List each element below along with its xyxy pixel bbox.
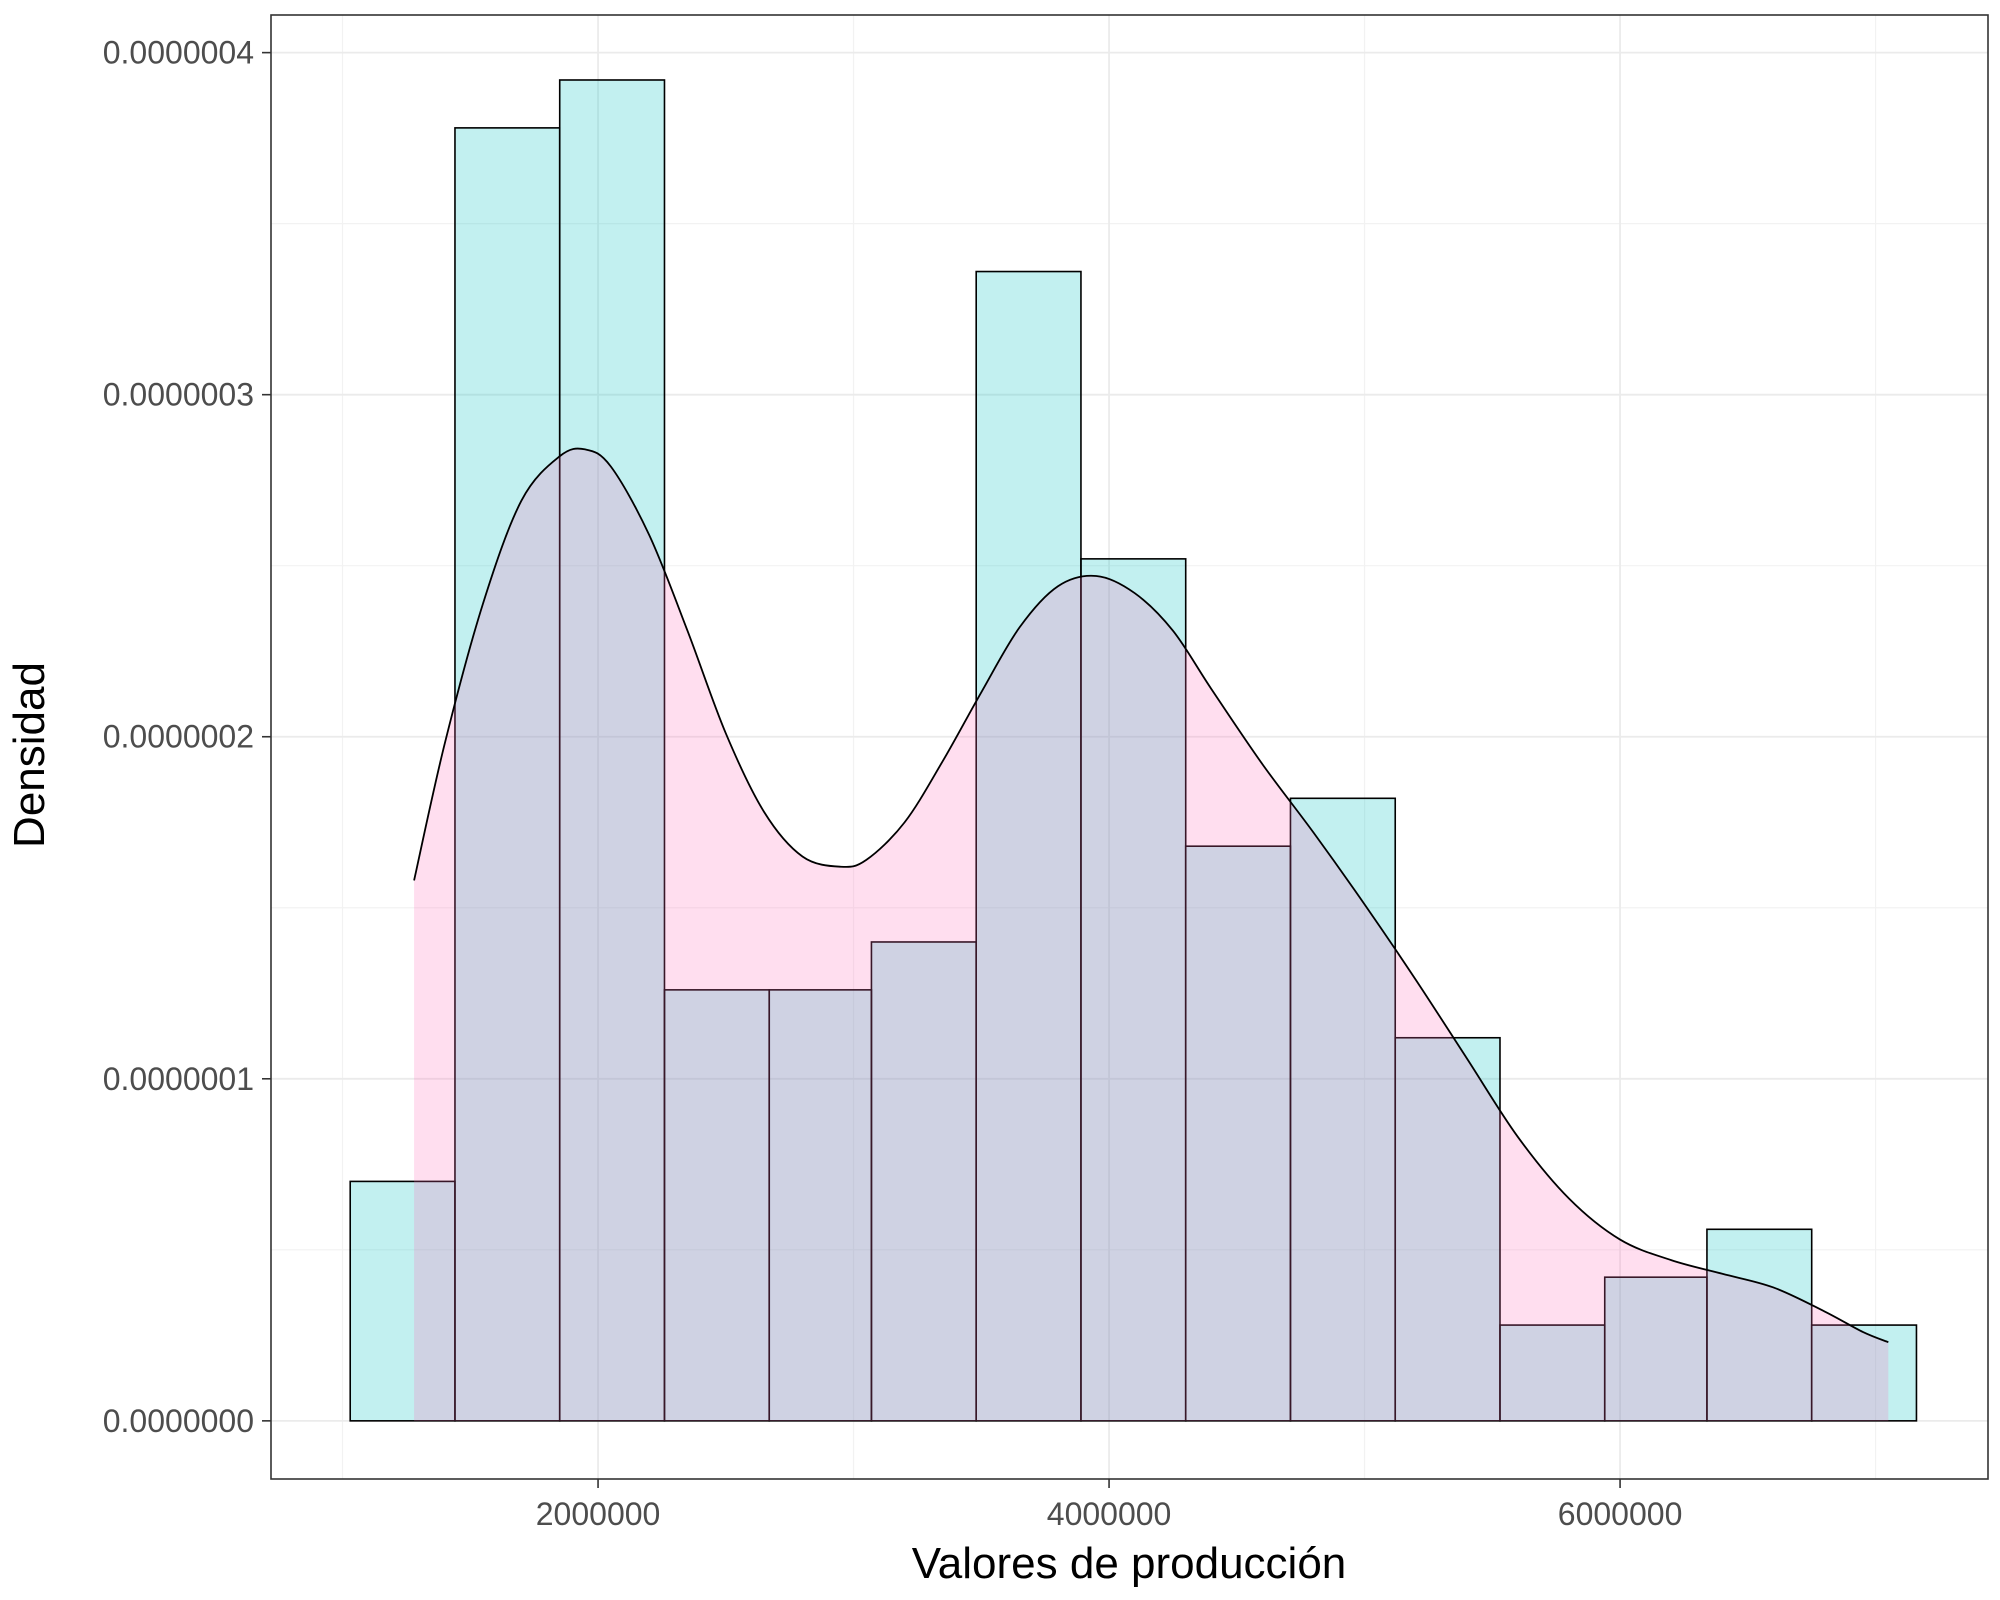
histogram-bars <box>349 79 1918 1422</box>
x-axis-title: Valores de producción <box>912 1539 1347 1588</box>
histogram-bar <box>768 989 873 1422</box>
grid-minor <box>271 15 1988 1479</box>
y-tick-label: 0.0000000 <box>103 1403 254 1439</box>
histogram-bar <box>1394 1036 1501 1422</box>
histogram-bar <box>870 941 977 1422</box>
plot-background <box>271 15 1988 1479</box>
x-tick-label: 2000000 <box>536 1496 661 1532</box>
y-tick-label: 0.0000004 <box>103 35 254 71</box>
histogram-bar <box>1080 558 1187 1422</box>
axis-ticks <box>262 51 1621 1488</box>
x-tick-label: 6000000 <box>1558 1496 1683 1532</box>
histogram-bar <box>1706 1228 1813 1422</box>
density-area <box>414 448 1889 1421</box>
histogram-bar <box>1810 1324 1918 1422</box>
x-tick-labels: 2000000 4000000 6000000 <box>536 1496 1683 1532</box>
histogram-bar <box>1289 797 1397 1422</box>
density-layer <box>413 447 1889 1421</box>
histogram-bar <box>558 79 666 1422</box>
x-tick-label: 4000000 <box>1047 1496 1172 1532</box>
histogram-bar <box>975 270 1082 1422</box>
y-tick-label: 0.0000002 <box>103 719 254 755</box>
histogram-bar <box>454 127 561 1422</box>
y-tick-label: 0.0000001 <box>103 1061 254 1097</box>
density-curve <box>413 447 1889 1344</box>
histogram-bar <box>349 1180 456 1422</box>
y-tick-label: 0.0000003 <box>103 377 254 413</box>
y-tick-labels: 0.0000000 0.0000001 0.0000002 0.0000003 0.00… <box>103 35 254 1439</box>
plot-border <box>270 14 1989 1480</box>
y-axis-title: Densidad <box>5 662 54 848</box>
histogram-bar <box>1184 845 1292 1422</box>
histogram-bar <box>663 989 771 1422</box>
